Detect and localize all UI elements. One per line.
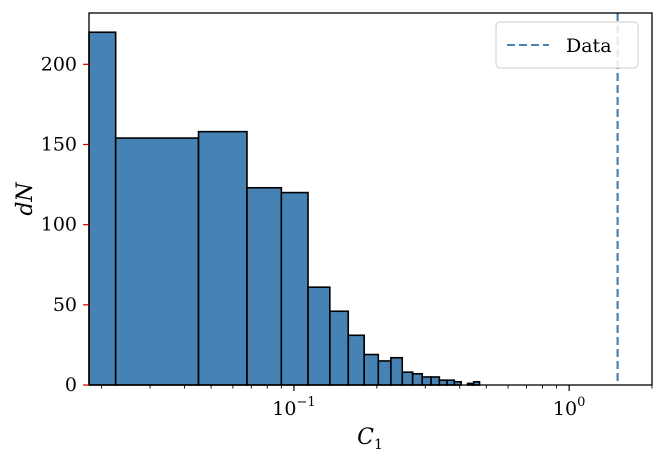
histogram-bar (401, 371, 414, 386)
y-tick-label: 200 (41, 53, 77, 75)
histogram-bar (197, 130, 248, 386)
histogram-bar (329, 310, 350, 386)
histogram-bar (411, 372, 424, 386)
x-axis: 10−1 100 (101, 385, 653, 420)
x-tick-label-exponent: 0 (577, 395, 585, 410)
y-tick-label: 100 (41, 214, 77, 236)
histogram-bar (377, 360, 392, 386)
x-tick-label-base: 10 (272, 398, 296, 420)
x-axis-title-sub: 1 (374, 437, 383, 453)
y-axis-title: dN (13, 182, 38, 216)
y-tick-label: 50 (53, 294, 77, 316)
y-tick-label: 0 (65, 374, 77, 396)
y-tick-label: 150 (41, 133, 77, 155)
histogram-bars (88, 31, 481, 386)
y-axis: 0 50 100 150 200 (41, 53, 89, 396)
histogram-bar (446, 379, 456, 386)
histogram-bar (88, 31, 117, 386)
histogram-bar (421, 376, 432, 386)
x-tick-label: 100 (553, 395, 585, 420)
histogram-bar (307, 286, 331, 386)
x-axis-title-main: C (357, 425, 374, 450)
x-tick-label: 10−1 (272, 395, 315, 420)
histogram-bar (438, 379, 448, 386)
histogram-bar (363, 353, 380, 386)
x-tick-label-exponent: −1 (296, 395, 315, 410)
x-tick-label-base: 10 (553, 398, 577, 420)
histogram-bar (246, 186, 283, 386)
legend: Data (495, 21, 639, 69)
legend-label-data: Data (566, 35, 612, 57)
x-axis-title: C1 (357, 425, 383, 453)
legend-box (495, 21, 639, 69)
histogram-bar (430, 376, 441, 386)
histogram-bar (114, 137, 200, 386)
plot-frame (88, 12, 653, 386)
histogram-bar (390, 356, 404, 386)
histogram-bar (347, 334, 365, 386)
histogram-bar (280, 191, 309, 386)
